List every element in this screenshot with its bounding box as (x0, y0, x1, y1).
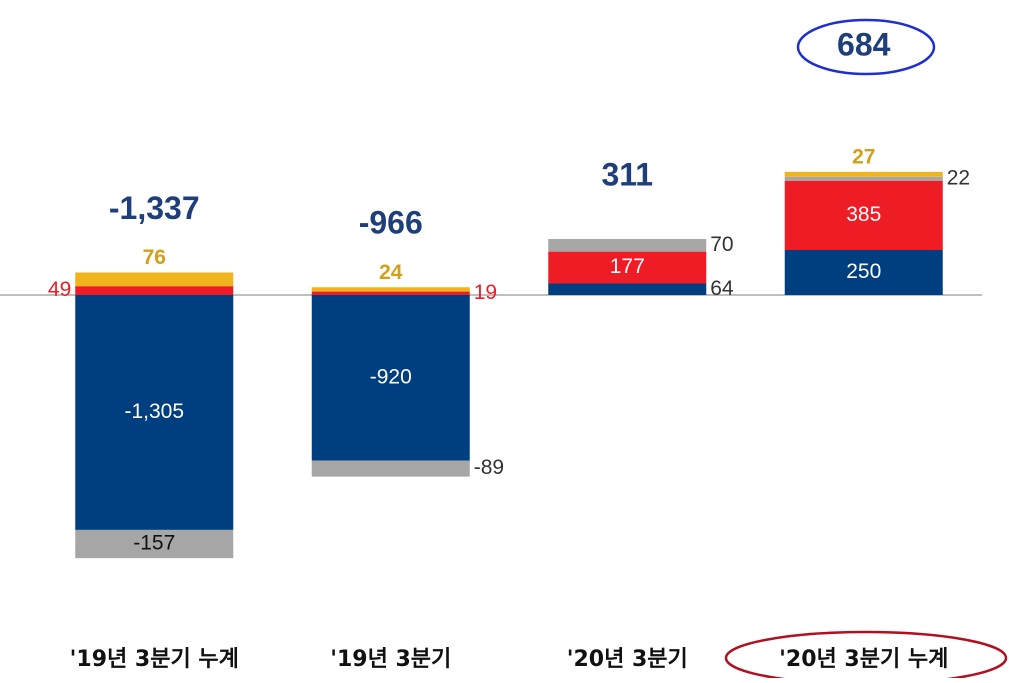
bar-segment (75, 295, 234, 530)
bar-segment (311, 295, 470, 461)
x-tick-label: '19년 3분기 누계 (70, 647, 239, 672)
highlight-ellipse (796, 18, 936, 76)
bar-segment (311, 460, 470, 477)
value-label: 177 (610, 255, 645, 278)
value-label: -920 (370, 365, 412, 388)
total-label: 311 (601, 156, 653, 192)
value-label: 27 (852, 145, 875, 168)
bar-segment (75, 286, 234, 295)
value-label: -89 (474, 456, 504, 479)
bar-segment (784, 176, 943, 181)
value-label: 24 (379, 261, 403, 284)
bar-segment (548, 239, 707, 252)
total-label: 684 (837, 26, 891, 62)
value-label: 76 (143, 246, 166, 269)
bar-segment (75, 529, 234, 559)
bar-segment (311, 287, 470, 292)
value-label: 49 (48, 278, 71, 301)
bar-segment (75, 272, 234, 287)
value-label: 385 (846, 203, 881, 226)
bar-segment (784, 180, 943, 250)
bar-segment (784, 250, 943, 295)
value-label: -157 (133, 532, 175, 555)
value-label: -1,305 (124, 400, 184, 423)
total-label: -966 (359, 205, 423, 241)
bar-segment (548, 283, 707, 295)
value-label: 19 (474, 281, 497, 304)
highlight-ellipse (724, 630, 1008, 683)
value-label: 64 (710, 277, 734, 300)
x-tick-label: '19년 3분기 (330, 647, 451, 672)
value-label: 22 (947, 166, 970, 189)
x-tick-label: '20년 3분기 (567, 647, 688, 672)
bar-segment (784, 171, 943, 177)
value-label: 70 (710, 233, 733, 256)
value-label: 250 (846, 260, 881, 283)
total-label: -1,337 (109, 190, 200, 226)
bar-segment (311, 291, 470, 295)
bar-segment (548, 251, 707, 284)
x-tick-label: '20년 3분기 누계 (779, 647, 948, 672)
